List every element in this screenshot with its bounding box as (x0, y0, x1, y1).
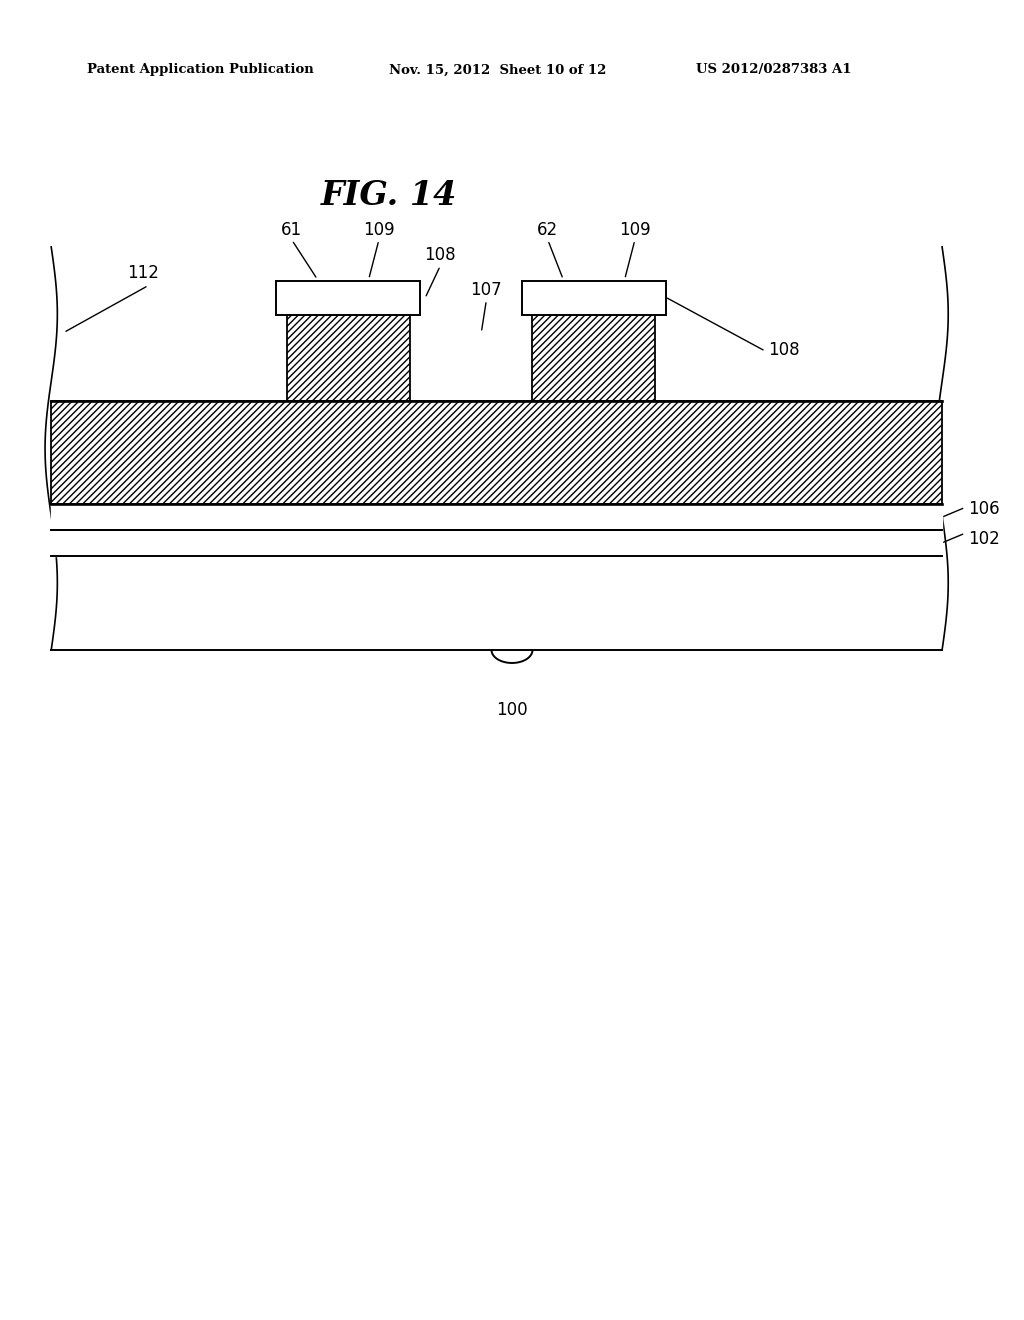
Text: Nov. 15, 2012  Sheet 10 of 12: Nov. 15, 2012 Sheet 10 of 12 (389, 63, 606, 77)
Text: 102: 102 (968, 529, 999, 548)
Text: 112: 112 (127, 264, 160, 281)
Text: 107: 107 (471, 281, 502, 298)
Text: US 2012/0287383 A1: US 2012/0287383 A1 (696, 63, 852, 77)
Text: 100: 100 (497, 701, 527, 719)
Text: 61: 61 (282, 220, 302, 239)
Text: 109: 109 (620, 220, 650, 239)
Bar (532, 315, 655, 401)
Bar (522, 281, 666, 315)
Text: Patent Application Publication: Patent Application Publication (87, 63, 313, 77)
Text: 62: 62 (538, 220, 558, 239)
Text: FIG. 14: FIG. 14 (321, 178, 458, 211)
Text: 106: 106 (968, 499, 999, 517)
Bar (276, 281, 420, 315)
Bar (287, 315, 410, 401)
Text: 108: 108 (425, 247, 456, 264)
Text: 109: 109 (364, 220, 394, 239)
Text: 108: 108 (768, 341, 800, 359)
Bar (51, 401, 942, 504)
